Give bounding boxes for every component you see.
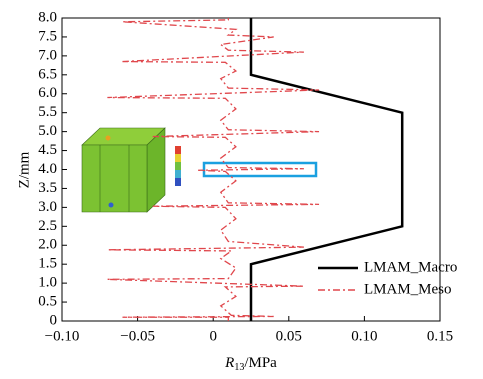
x-tick-label: 0 <box>209 328 217 344</box>
y-tick-label: 1.0 <box>38 275 57 291</box>
y-tick-label: 5.0 <box>38 123 57 139</box>
y-tick-label: 0 <box>50 312 58 328</box>
x-tick-label: 0.05 <box>276 328 302 344</box>
y-axis-label: Z/mm <box>16 151 32 188</box>
y-tick-label: 2.0 <box>38 237 57 253</box>
y-tick-label: 6.0 <box>38 85 57 101</box>
y-tick-label: 1.5 <box>38 256 57 272</box>
x-tick-label: −0.05 <box>120 328 155 344</box>
x-tick-label: 0.15 <box>427 328 453 344</box>
legend-label: LMAM_Meso <box>364 281 452 297</box>
x-label-unit: /MPa <box>244 355 277 371</box>
x-axis-label: R13/MPa <box>224 355 277 373</box>
y-tick-label: 4.5 <box>38 142 57 158</box>
x-label-subscript: 13 <box>234 362 244 373</box>
y-tick-label: 6.5 <box>38 66 57 82</box>
y-tick-label: 4.0 <box>38 161 57 177</box>
y-tick-label: 7.5 <box>38 28 57 44</box>
y-tick-label: 7.0 <box>38 47 57 63</box>
legend-label: LMAM_Macro <box>364 259 457 275</box>
y-tick-label: 2.5 <box>38 218 57 234</box>
inset-model <box>82 128 181 212</box>
y-tick-label: 3.5 <box>38 180 57 196</box>
y-tick-label: 0.5 <box>38 294 57 310</box>
x-tick-label: −0.10 <box>45 328 80 344</box>
y-tick-label: 5.5 <box>38 104 57 120</box>
x-label-symbol: R <box>224 355 234 371</box>
y-tick-label: 3.0 <box>38 199 57 215</box>
y-tick-label: 8.0 <box>38 9 57 25</box>
chart: Z/mm R13/MPa −0.10 −0.05 0 0.05 0.10 0.15 0 0.5… <box>0 0 483 379</box>
x-tick-label: 0.10 <box>351 328 377 344</box>
